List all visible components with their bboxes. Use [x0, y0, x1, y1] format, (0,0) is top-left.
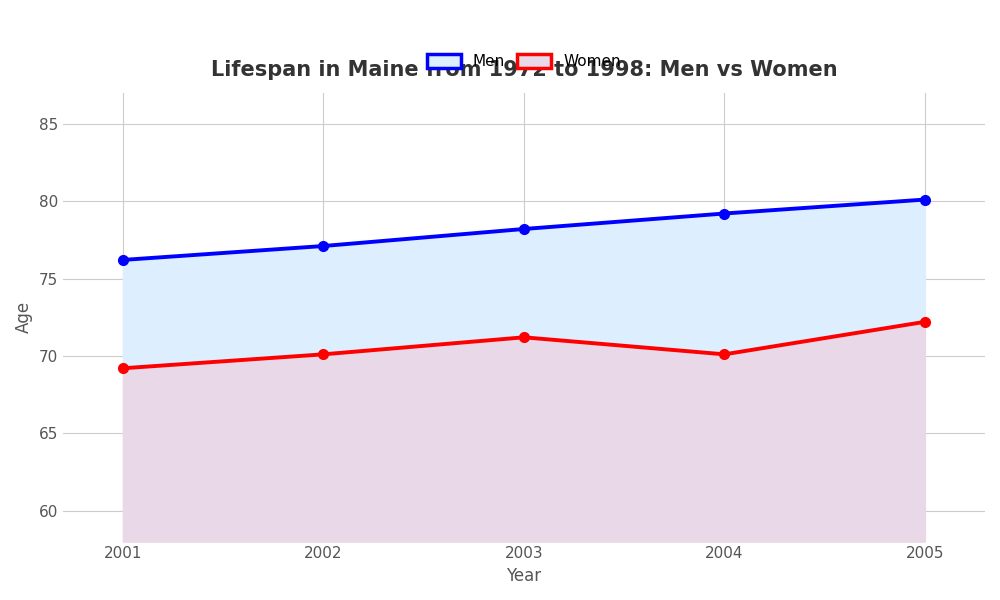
Title: Lifespan in Maine from 1972 to 1998: Men vs Women: Lifespan in Maine from 1972 to 1998: Men… [211, 60, 837, 80]
Legend: Men, Women: Men, Women [419, 47, 628, 77]
Y-axis label: Age: Age [15, 301, 33, 333]
X-axis label: Year: Year [506, 567, 541, 585]
